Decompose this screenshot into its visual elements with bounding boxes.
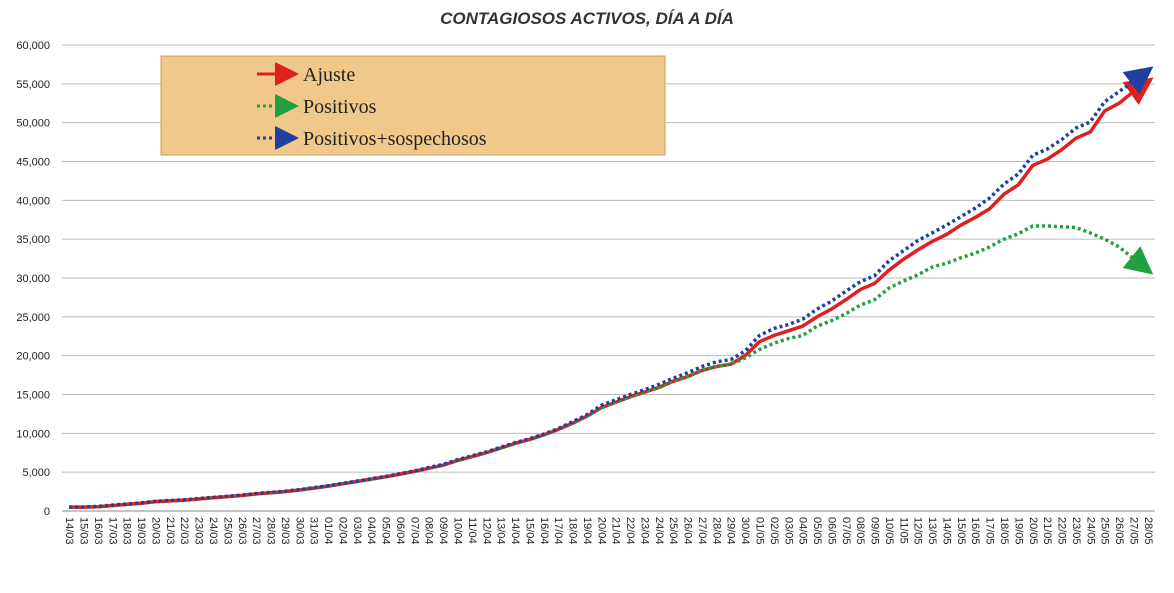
x-tick-label: 17/04 [552, 517, 564, 545]
x-tick-label: 21/03 [164, 517, 176, 545]
x-tick-label: 20/05 [1027, 517, 1039, 545]
y-tick-label: 55,000 [16, 79, 50, 91]
y-tick-label: 0 [44, 506, 50, 518]
legend-label: Positivos+sospechosos [303, 128, 487, 150]
x-tick-label: 04/04 [365, 517, 377, 545]
x-tick-label: 24/04 [653, 517, 665, 545]
x-tick-label: 22/03 [178, 517, 190, 545]
x-tick-label: 27/03 [250, 517, 262, 545]
x-tick-label: 23/03 [193, 517, 205, 545]
x-tick-label: 22/05 [1056, 517, 1068, 545]
x-tick-label: 14/05 [940, 517, 952, 545]
x-tick-label: 18/03 [121, 517, 133, 545]
x-tick-label: 19/05 [1012, 517, 1024, 545]
x-tick-label: 25/03 [221, 517, 233, 545]
x-tick-label: 28/05 [1142, 517, 1154, 545]
x-tick-label: 25/04 [667, 517, 679, 545]
x-tick-label: 20/03 [149, 517, 161, 545]
x-tick-label: 11/04 [466, 517, 478, 544]
x-tick-label: 06/04 [394, 517, 406, 545]
y-tick-label: 40,000 [16, 195, 50, 207]
x-tick-label: 13/04 [495, 517, 507, 545]
x-tick-label: 09/05 [869, 517, 881, 545]
x-tick-label: 17/03 [106, 517, 118, 545]
x-tick-label: 25/05 [1099, 517, 1111, 545]
chart-title: CONTAGIOSOS ACTIVOS, DÍA A DÍA [440, 9, 734, 28]
x-tick-label: 16/05 [969, 517, 981, 545]
series-line [69, 66, 1154, 509]
x-tick-label: 23/04 [638, 517, 650, 545]
x-tick-label: 22/04 [624, 517, 636, 545]
x-tick-label: 05/04 [380, 517, 392, 545]
x-tick-label: 01/05 [754, 517, 766, 545]
y-tick-label: 45,000 [16, 157, 50, 169]
x-tick-label: 29/04 [725, 517, 737, 545]
x-tick-label: 10/05 [883, 517, 895, 545]
y-tick-label: 35,000 [16, 234, 50, 246]
x-tick-label: 20/04 [595, 517, 607, 545]
y-tick-label: 10,000 [16, 428, 50, 440]
y-tick-label: 15,000 [16, 390, 50, 402]
x-tick-label: 24/03 [207, 517, 219, 545]
x-tick-label: 19/04 [581, 517, 593, 545]
x-tick-label: 28/03 [265, 517, 277, 545]
y-tick-label: 30,000 [16, 273, 50, 285]
x-tick-label: 18/05 [998, 517, 1010, 545]
x-tick-label: 05/05 [811, 517, 823, 545]
y-tick-label: 25,000 [16, 312, 50, 324]
x-tick-label: 06/05 [825, 517, 837, 545]
x-tick-label: 19/03 [135, 517, 147, 545]
x-tick-label: 02/04 [336, 517, 348, 545]
y-tick-label: 5,000 [22, 467, 50, 479]
x-tick-label: 27/04 [696, 517, 708, 545]
x-tick-label: 03/04 [351, 517, 363, 545]
x-tick-label: 14/03 [63, 517, 75, 545]
x-tick-label: 28/04 [710, 517, 722, 545]
x-tick-label: 12/04 [480, 517, 492, 545]
x-tick-label: 17/05 [984, 517, 996, 545]
x-tick-label: 03/05 [782, 517, 794, 545]
x-tick-label: 30/03 [293, 517, 305, 545]
y-tick-label: 50,000 [16, 118, 50, 130]
x-tick-label: 23/05 [1070, 517, 1082, 545]
x-tick-label: 14/04 [509, 517, 521, 545]
series-line [69, 224, 1154, 509]
x-tick-label: 10/04 [451, 517, 463, 545]
x-tick-label: 29/03 [279, 517, 291, 545]
x-tick-label: 18/04 [567, 517, 579, 545]
x-tick-label: 30/04 [739, 517, 751, 545]
x-tick-label: 08/05 [854, 517, 866, 545]
x-tick-label: 26/04 [682, 517, 694, 545]
x-tick-label: 04/05 [797, 517, 809, 545]
x-tick-label: 11/05 [897, 517, 909, 544]
x-tick-label: 26/05 [1113, 517, 1125, 545]
x-tick-label: 16/04 [538, 517, 550, 545]
y-tick-label: 60,000 [16, 40, 50, 52]
x-tick-label: 12/05 [912, 517, 924, 545]
x-tick-label: 31/03 [308, 517, 320, 545]
x-tick-label: 13/05 [926, 517, 938, 545]
x-tick-label: 21/05 [1041, 517, 1053, 545]
y-tick-label: 20,000 [16, 351, 50, 363]
x-tick-label: 07/04 [408, 517, 420, 545]
x-tick-label: 15/04 [523, 517, 535, 545]
legend-label: Positivos [303, 96, 377, 118]
x-tick-label: 15/05 [955, 517, 967, 545]
x-tick-label: 27/05 [1127, 517, 1139, 545]
x-tick-label: 15/03 [78, 517, 90, 545]
legend-label: Ajuste [303, 64, 355, 86]
x-tick-label: 01/04 [322, 517, 334, 545]
x-tick-label: 24/05 [1084, 517, 1096, 545]
x-tick-label: 08/04 [423, 517, 435, 545]
x-tick-label: 09/04 [437, 517, 449, 545]
legend-box [160, 55, 666, 156]
x-tick-label: 16/03 [92, 517, 104, 545]
x-tick-label: 02/05 [768, 517, 780, 545]
x-tick-label: 26/03 [236, 517, 248, 545]
x-tick-label: 07/05 [840, 517, 852, 545]
x-tick-label: 21/04 [610, 517, 622, 545]
